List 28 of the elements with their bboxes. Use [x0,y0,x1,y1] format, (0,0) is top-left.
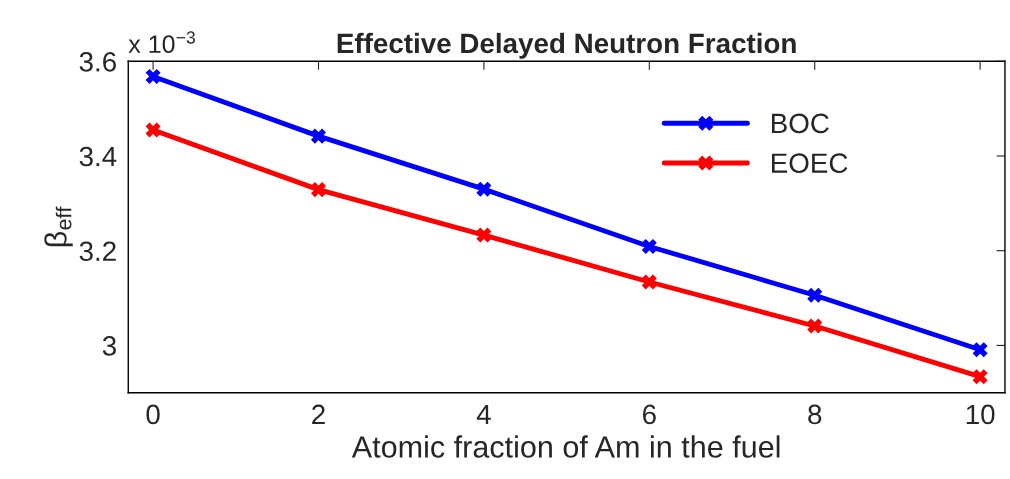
y-tick-label: 3 [102,336,116,356]
x-axis-title: Atomic fraction of Am in the fuel [351,435,780,458]
point [971,341,989,359]
point [640,238,658,255]
legend-label: BOC [772,113,829,134]
x-tick-label: 2 [312,404,325,425]
y-tick-label: 3.4 [79,146,117,167]
x-tick-label: 6 [643,404,656,425]
x-tick-label: 4 [476,404,491,425]
point [310,181,327,198]
point [806,317,824,335]
point [144,121,162,139]
y-tick-label: 3.2 [79,241,116,262]
x-tick-label: 8 [808,404,822,425]
y-tick-label: 3.6 [79,51,116,72]
legend-label: EOEC [772,153,848,174]
text: x 10$^{−3}$ [128,31,195,54]
x-tick-label: 0 [146,404,160,425]
point [806,286,824,304]
chart-title: Effective Delayed Neutron Fraction [337,32,796,59]
y-axis-title: β$_{eff}$ [44,206,73,247]
point [475,180,493,198]
point [144,68,162,85]
point [475,226,493,244]
x-tick-label: 10 [966,404,995,425]
point [971,368,989,386]
point [640,273,658,291]
point [310,127,327,145]
